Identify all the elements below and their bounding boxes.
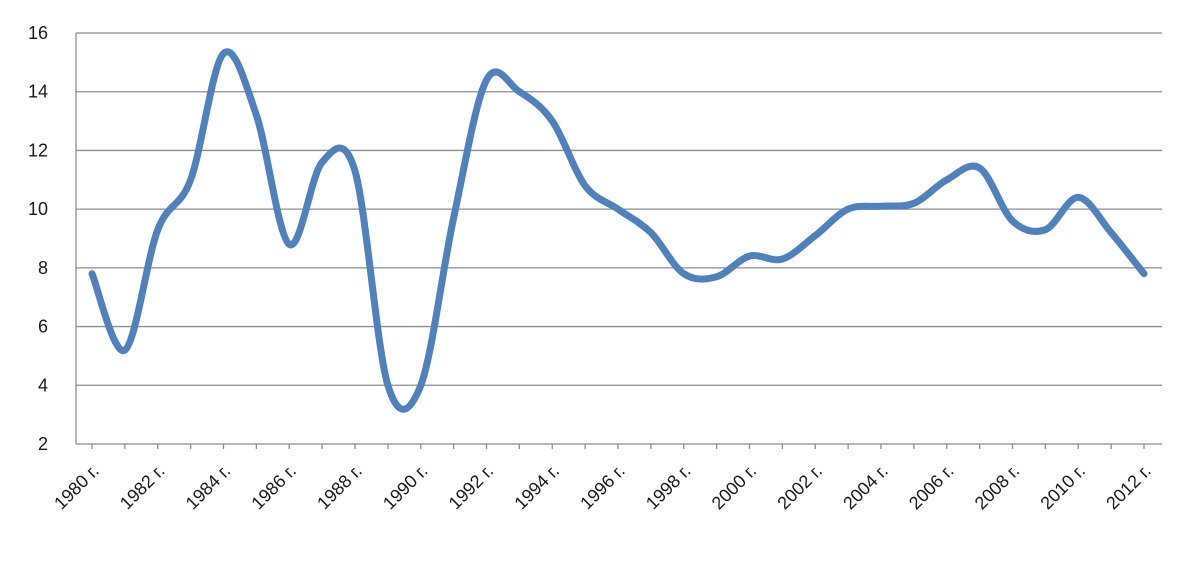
x-tick-label: 1990 г. xyxy=(379,461,432,514)
x-tick-label: 2006 г. xyxy=(905,461,958,514)
series-line-0 xyxy=(88,48,1148,413)
grid-lines xyxy=(76,32,1162,386)
y-tick-label: 10 xyxy=(28,199,48,219)
x-tick-label: 1980 г. xyxy=(50,461,103,514)
y-tick-label: 8 xyxy=(38,258,48,278)
x-tick-label: 1988 г. xyxy=(313,461,366,514)
x-tick-label: 1996 г. xyxy=(576,461,629,514)
y-tick-label: 6 xyxy=(38,317,48,337)
x-tick-label: 1998 г. xyxy=(642,461,695,514)
x-tick-label: 1992 г. xyxy=(445,461,498,514)
y-tick-label: 2 xyxy=(38,434,48,454)
x-tick-label: 1986 г. xyxy=(247,461,300,514)
y-tick-label: 14 xyxy=(28,82,48,102)
x-tick-label: 2000 г. xyxy=(708,461,761,514)
x-tick-label: 2010 г. xyxy=(1036,461,1089,514)
series-layer xyxy=(88,48,1148,413)
y-tick-label: 16 xyxy=(28,23,48,43)
axes xyxy=(75,33,1162,449)
x-tick-label: 1994 г. xyxy=(510,461,563,514)
x-tick-label: 1984 г. xyxy=(182,461,235,514)
y-tick-label: 4 xyxy=(38,375,48,395)
x-tick-labels: 1980 г. 1982 г. 1984 г. 1986 г. 1988 г. 1990 … xyxy=(50,461,1155,514)
x-tick-label: 2008 г. xyxy=(971,461,1024,514)
x-tick-label: 2002 г. xyxy=(773,461,826,514)
y-tick-labels: 2 4 6 8 10 12 14 16 xyxy=(28,23,48,454)
x-tick-label: 1982 г. xyxy=(116,461,169,514)
y-tick-label: 12 xyxy=(28,140,48,160)
x-tick-label: 2012 г. xyxy=(1102,461,1155,514)
x-tick-label: 2004 г. xyxy=(839,461,892,514)
